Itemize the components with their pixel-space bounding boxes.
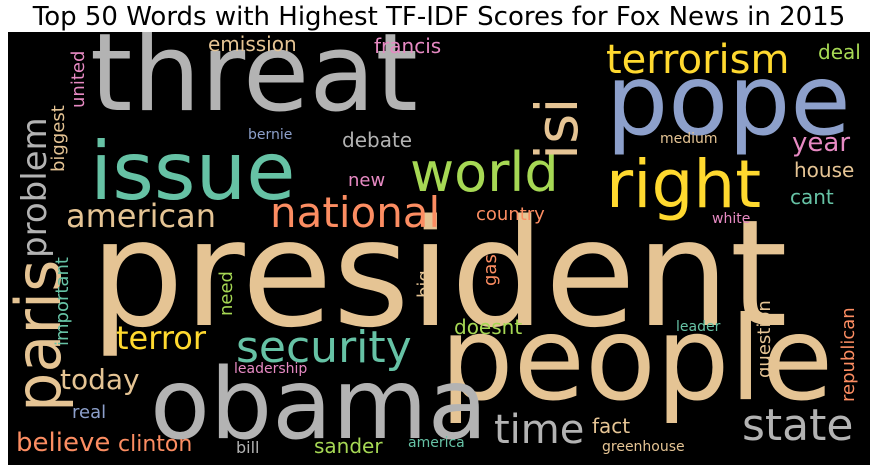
word-problem: problem — [15, 117, 55, 258]
word-debate: debate — [342, 128, 413, 152]
word-cloud: threat pope issue world right president … — [8, 32, 870, 465]
word-security: security — [236, 322, 412, 373]
word-real: real — [72, 402, 107, 423]
word-house: house — [794, 158, 855, 182]
word-fact: fact — [592, 414, 631, 438]
word-country: country — [476, 204, 545, 225]
word-bill: bill — [236, 438, 260, 457]
word-world: world — [410, 141, 559, 204]
word-republican: republican — [838, 307, 859, 402]
chart-title: Top 50 Words with Highest TF-IDF Scores … — [32, 2, 846, 32]
word-terror: terror — [116, 319, 207, 357]
word-state: state — [742, 400, 854, 451]
word-believe: believe — [16, 428, 111, 458]
word-white: white — [712, 211, 751, 227]
word-emission: emission — [208, 32, 297, 56]
word-time: time — [494, 407, 585, 453]
word-gas: gas — [480, 254, 501, 286]
word-deal: deal — [818, 40, 861, 64]
word-terrorism: terrorism — [606, 37, 790, 83]
word-sander: sander — [314, 434, 383, 458]
word-year: year — [792, 128, 851, 158]
word-biggest: biggest — [48, 105, 69, 172]
word-cant: cant — [790, 185, 834, 209]
word-francis: francis — [374, 34, 442, 58]
word-new: new — [348, 170, 386, 191]
word-pope: pope — [606, 44, 851, 158]
word-medium: medium — [660, 131, 718, 147]
word-american: american — [66, 197, 216, 235]
word-president: president — [90, 188, 788, 360]
word-bernie: bernie — [248, 127, 293, 143]
word-obama: obama — [150, 348, 488, 462]
word-national: national — [270, 188, 441, 237]
word-greenhouse: greenhouse — [602, 439, 685, 455]
word-right: right — [606, 146, 762, 223]
word-people: people — [440, 292, 834, 427]
word-united: united — [68, 50, 89, 108]
word-today: today — [60, 363, 140, 396]
word-need: need — [216, 271, 237, 316]
word-question: question — [754, 300, 775, 378]
word-issue: issue — [90, 125, 296, 218]
word-isi: isi — [523, 97, 591, 160]
word-important: important — [52, 257, 73, 346]
word-america: america — [408, 435, 465, 451]
word-leader: leader — [676, 319, 721, 335]
word-leadership: leadership — [234, 361, 308, 377]
word-clinton: clinton — [118, 432, 193, 457]
word-big: big — [414, 270, 435, 298]
word-doesnt: doesnt — [454, 315, 523, 339]
word-threat: threat — [90, 32, 418, 136]
